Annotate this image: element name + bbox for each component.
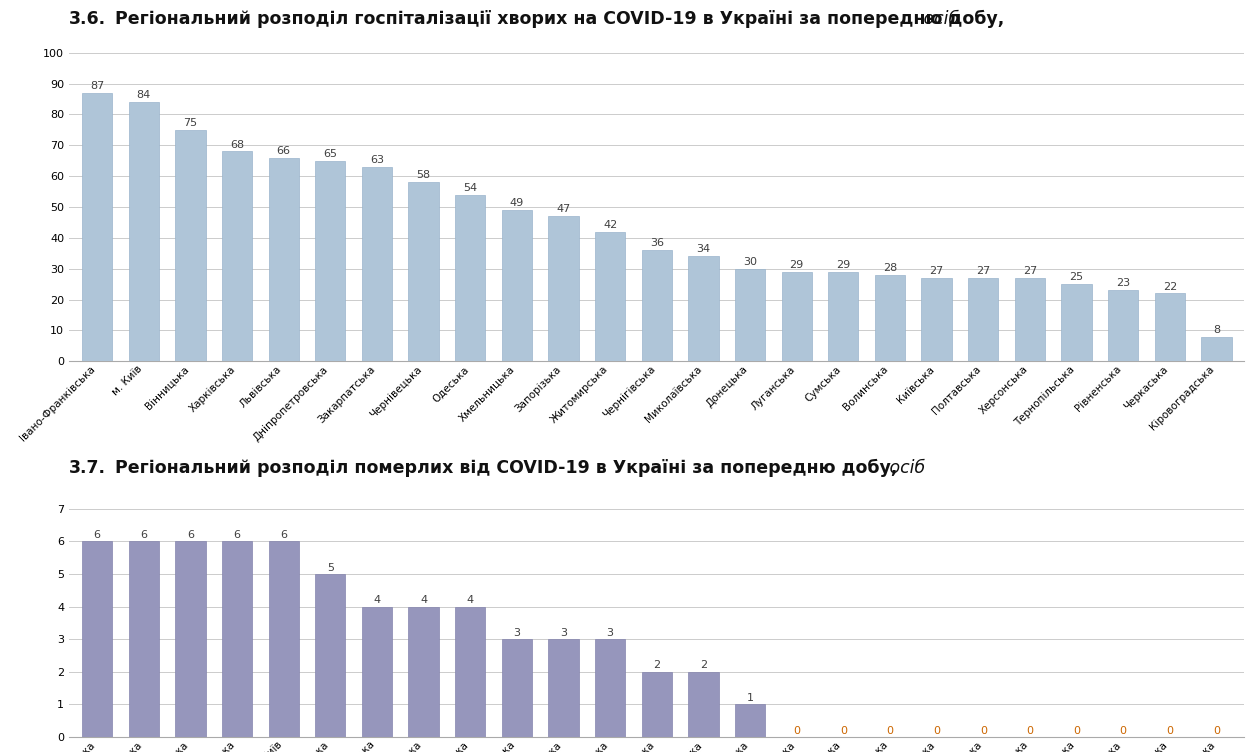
Text: 29: 29	[789, 260, 803, 270]
Bar	[222, 151, 253, 361]
Text: 4: 4	[373, 596, 381, 605]
Bar	[82, 541, 112, 737]
Bar	[735, 268, 766, 361]
Bar	[128, 541, 158, 737]
Text: 4: 4	[466, 596, 474, 605]
Text: 42: 42	[603, 220, 617, 230]
Bar	[316, 161, 346, 361]
Bar	[921, 278, 952, 361]
Bar	[455, 195, 485, 361]
Text: Регіональний розподіл померлих від COVID-19 в Україні за попередню добу,: Регіональний розподіл померлих від COVID…	[103, 459, 897, 477]
Bar	[595, 232, 625, 361]
Text: 0: 0	[1166, 726, 1173, 735]
Bar	[689, 256, 719, 361]
Bar	[968, 278, 998, 361]
Bar	[502, 210, 532, 361]
Text: 23: 23	[1116, 278, 1130, 289]
Text: 0: 0	[979, 726, 987, 735]
Text: 6: 6	[141, 530, 147, 540]
Text: 6: 6	[93, 530, 101, 540]
Text: 0: 0	[840, 726, 847, 735]
Text: 36: 36	[650, 238, 664, 248]
Text: 22: 22	[1163, 281, 1177, 292]
Text: 3: 3	[607, 628, 613, 638]
Bar	[409, 607, 439, 737]
Bar	[409, 182, 439, 361]
Bar	[1107, 290, 1139, 361]
Bar	[175, 541, 206, 737]
Bar	[502, 639, 532, 737]
Text: 47: 47	[557, 205, 571, 214]
Bar	[828, 271, 859, 361]
Text: 0: 0	[1120, 726, 1126, 735]
Bar	[689, 672, 719, 737]
Text: 2: 2	[700, 660, 706, 671]
Text: 63: 63	[370, 155, 383, 165]
Text: 27: 27	[929, 266, 944, 276]
Text: 6: 6	[280, 530, 287, 540]
Text: 58: 58	[416, 171, 431, 180]
Bar	[362, 167, 392, 361]
Text: 34: 34	[696, 244, 710, 254]
Text: 3.6.: 3.6.	[69, 10, 107, 28]
Bar	[548, 639, 578, 737]
Bar	[175, 130, 206, 361]
Text: 27: 27	[977, 266, 991, 276]
Bar	[641, 672, 672, 737]
Bar	[595, 639, 625, 737]
Bar	[222, 541, 253, 737]
Text: 54: 54	[463, 183, 478, 193]
Text: 65: 65	[323, 149, 337, 159]
Text: 27: 27	[1023, 266, 1037, 276]
Text: 87: 87	[91, 81, 104, 91]
Bar	[641, 250, 672, 361]
Text: 3.7.: 3.7.	[69, 459, 106, 477]
Text: 0: 0	[1073, 726, 1080, 735]
Text: 0: 0	[933, 726, 940, 735]
Text: 0: 0	[1027, 726, 1033, 735]
Bar	[128, 102, 158, 361]
Text: 30: 30	[743, 257, 757, 267]
Bar	[455, 607, 485, 737]
Bar	[875, 274, 905, 361]
Bar	[362, 607, 392, 737]
Text: 2: 2	[654, 660, 660, 671]
Text: 0: 0	[886, 726, 894, 735]
Text: 28: 28	[882, 263, 897, 273]
Text: 68: 68	[230, 140, 244, 150]
Text: 6: 6	[234, 530, 240, 540]
Bar	[1061, 284, 1091, 361]
Bar	[316, 574, 346, 737]
Bar	[82, 92, 112, 361]
Text: 75: 75	[184, 118, 197, 128]
Text: 1: 1	[747, 693, 753, 703]
Bar	[1202, 337, 1232, 361]
Text: осіб: осіб	[884, 459, 925, 477]
Text: 25: 25	[1070, 272, 1084, 282]
Bar	[269, 158, 299, 361]
Text: 0: 0	[793, 726, 801, 735]
Text: 66: 66	[277, 146, 290, 156]
Bar	[269, 541, 299, 737]
Text: 29: 29	[836, 260, 851, 270]
Text: Регіональний розподіл госпіталізації хворих на COVID-19 в Україні за попередню д: Регіональний розподіл госпіталізації хво…	[103, 10, 1004, 28]
Text: осіб: осіб	[918, 10, 959, 28]
Bar	[1014, 278, 1045, 361]
Text: 8: 8	[1213, 325, 1221, 335]
Text: 84: 84	[137, 90, 151, 100]
Text: 5: 5	[327, 562, 334, 573]
Bar	[1155, 293, 1185, 361]
Text: 49: 49	[510, 199, 524, 208]
Bar	[735, 705, 766, 737]
Text: 3: 3	[513, 628, 520, 638]
Bar	[782, 271, 812, 361]
Text: 6: 6	[187, 530, 194, 540]
Text: 4: 4	[420, 596, 427, 605]
Text: 0: 0	[1213, 726, 1221, 735]
Text: 3: 3	[561, 628, 567, 638]
Bar	[548, 217, 578, 361]
